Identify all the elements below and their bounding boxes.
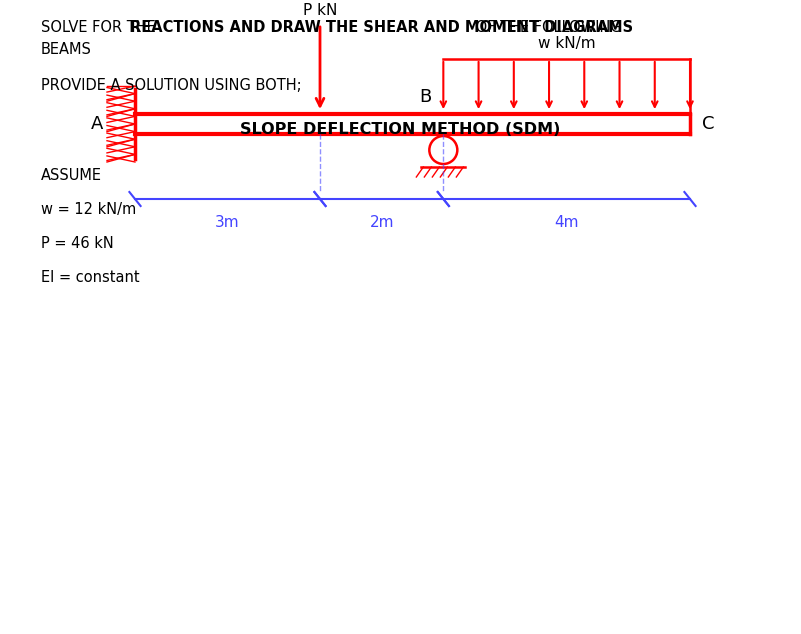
Text: 3m: 3m [215, 215, 239, 230]
Text: 4m: 4m [554, 215, 579, 230]
Text: EI = constant: EI = constant [41, 270, 139, 285]
Text: B: B [419, 88, 432, 106]
Text: P = 46 kN: P = 46 kN [41, 236, 114, 251]
Text: w kN/m: w kN/m [537, 36, 595, 51]
Text: BEAMS: BEAMS [41, 42, 92, 57]
Text: C: C [702, 115, 714, 133]
Text: ASSUME: ASSUME [41, 168, 102, 183]
Text: w = 12 kN/m: w = 12 kN/m [41, 202, 136, 217]
Text: 2m: 2m [369, 215, 394, 230]
Text: A: A [91, 115, 103, 133]
Text: REACTIONS AND DRAW THE SHEAR AND MOMENT DIAGRAMS: REACTIONS AND DRAW THE SHEAR AND MOMENT … [130, 20, 633, 35]
Text: OF THE FOLLOWING: OF THE FOLLOWING [471, 20, 622, 35]
Text: SLOPE DEFLECTION METHOD (SDM): SLOPE DEFLECTION METHOD (SDM) [239, 122, 560, 137]
Text: P kN: P kN [303, 3, 337, 18]
Text: SOLVE FOR THE: SOLVE FOR THE [41, 20, 160, 35]
Text: PROVIDE A SOLUTION USING BOTH;: PROVIDE A SOLUTION USING BOTH; [41, 78, 302, 93]
